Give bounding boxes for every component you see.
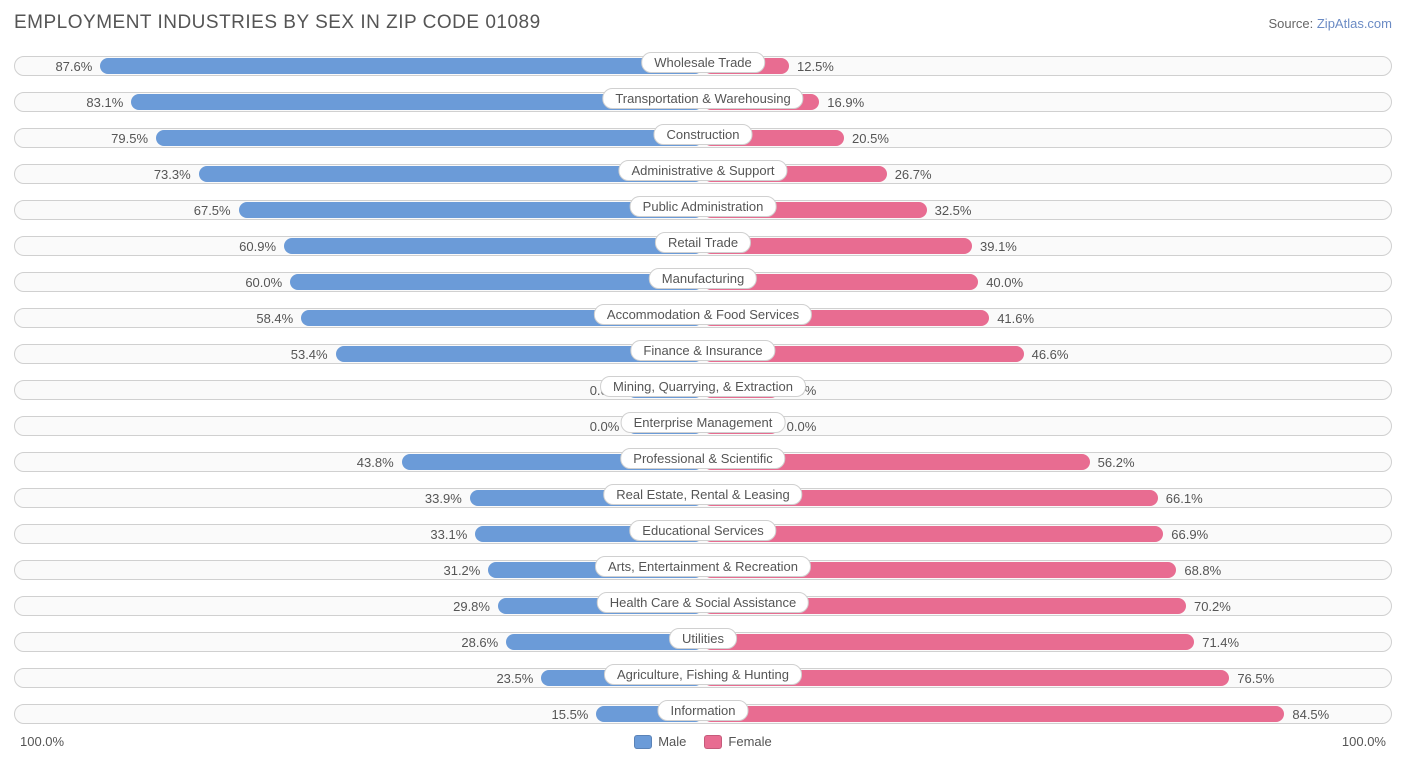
legend: Male Female xyxy=(634,734,772,749)
chart-title: EMPLOYMENT INDUSTRIES BY SEX IN ZIP CODE… xyxy=(14,12,541,34)
category-pill: Arts, Entertainment & Recreation xyxy=(595,556,811,577)
category-pill: Educational Services xyxy=(629,520,776,541)
category-pill: Utilities xyxy=(669,628,737,649)
axis-left-label: 100.0% xyxy=(20,734,64,749)
chart-row: 79.5% 20.5% Construction xyxy=(14,120,1392,154)
female-value-label: 12.5% xyxy=(797,57,834,75)
male-value-label: 60.0% xyxy=(245,273,282,291)
female-bar xyxy=(703,706,1284,722)
legend-item-male: Male xyxy=(634,734,686,749)
swatch-female-icon xyxy=(704,735,722,749)
male-bar xyxy=(156,130,703,146)
chart-row: 73.3% 26.7% Administrative & Support xyxy=(14,156,1392,190)
chart-row: 15.5% 84.5% Information xyxy=(14,696,1392,730)
chart-row: 31.2% 68.8% Arts, Entertainment & Recreati… xyxy=(14,552,1392,586)
category-pill: Mining, Quarrying, & Extraction xyxy=(600,376,806,397)
legend-label-female: Female xyxy=(728,734,771,749)
axis-right-label: 100.0% xyxy=(1342,734,1386,749)
category-pill: Retail Trade xyxy=(655,232,751,253)
chart-row: 28.6% 71.4% Utilities xyxy=(14,624,1392,658)
male-value-label: 33.1% xyxy=(430,525,467,543)
male-value-label: 0.0% xyxy=(590,417,620,435)
chart-row: 60.0% 40.0% Manufacturing xyxy=(14,264,1392,298)
chart-row: 53.4% 46.6% Finance & Insurance xyxy=(14,336,1392,370)
female-value-label: 68.8% xyxy=(1184,561,1221,579)
category-pill: Administrative & Support xyxy=(618,160,787,181)
female-value-label: 84.5% xyxy=(1292,705,1329,723)
chart-row: 33.9% 66.1% Real Estate, Rental & Leasing xyxy=(14,480,1392,514)
female-value-label: 71.4% xyxy=(1202,633,1239,651)
female-value-label: 76.5% xyxy=(1237,669,1274,687)
chart-row: 60.9% 39.1% Retail Trade xyxy=(14,228,1392,262)
chart-row: 23.5% 76.5% Agriculture, Fishing & Hunting xyxy=(14,660,1392,694)
source-link[interactable]: ZipAtlas.com xyxy=(1317,16,1392,31)
chart-area: 87.6% 12.5% Wholesale Trade 83.1% 16.9% Trans… xyxy=(14,48,1392,730)
male-value-label: 73.3% xyxy=(154,165,191,183)
category-pill: Health Care & Social Assistance xyxy=(597,592,809,613)
male-bar xyxy=(284,238,703,254)
category-pill: Real Estate, Rental & Leasing xyxy=(603,484,802,505)
female-value-label: 46.6% xyxy=(1032,345,1069,363)
category-pill: Information xyxy=(657,700,748,721)
female-bar xyxy=(703,634,1194,650)
female-value-label: 40.0% xyxy=(986,273,1023,291)
chart-row: 83.1% 16.9% Transportation & Warehousing xyxy=(14,84,1392,118)
male-value-label: 31.2% xyxy=(443,561,480,579)
chart-row: 0.0%0.0%Mining, Quarrying, & Extraction xyxy=(14,372,1392,406)
female-value-label: 70.2% xyxy=(1194,597,1231,615)
male-value-label: 60.9% xyxy=(239,237,276,255)
male-value-label: 23.5% xyxy=(496,669,533,687)
category-pill: Transportation & Warehousing xyxy=(602,88,803,109)
chart-row: 87.6% 12.5% Wholesale Trade xyxy=(14,48,1392,82)
female-value-label: 66.9% xyxy=(1171,525,1208,543)
legend-item-female: Female xyxy=(704,734,771,749)
male-value-label: 28.6% xyxy=(461,633,498,651)
female-value-label: 26.7% xyxy=(895,165,932,183)
female-value-label: 41.6% xyxy=(997,309,1034,327)
male-value-label: 79.5% xyxy=(111,129,148,147)
category-pill: Enterprise Management xyxy=(621,412,786,433)
male-value-label: 15.5% xyxy=(552,705,589,723)
category-pill: Professional & Scientific xyxy=(620,448,785,469)
female-value-label: 56.2% xyxy=(1098,453,1135,471)
female-value-label: 16.9% xyxy=(827,93,864,111)
legend-label-male: Male xyxy=(658,734,686,749)
male-value-label: 58.4% xyxy=(256,309,293,327)
category-pill: Accommodation & Food Services xyxy=(594,304,812,325)
male-value-label: 33.9% xyxy=(425,489,462,507)
chart-row: 58.4% 41.6% Accommodation & Food Services xyxy=(14,300,1392,334)
chart-row: 33.1% 66.9% Educational Services xyxy=(14,516,1392,550)
chart-source: Source: ZipAtlas.com xyxy=(1268,16,1392,31)
male-value-label: 67.5% xyxy=(194,201,231,219)
category-pill: Manufacturing xyxy=(649,268,757,289)
female-value-label: 66.1% xyxy=(1166,489,1203,507)
chart-header: EMPLOYMENT INDUSTRIES BY SEX IN ZIP CODE… xyxy=(14,12,1392,34)
female-value-label: 20.5% xyxy=(852,129,889,147)
female-value-label: 0.0% xyxy=(787,417,817,435)
category-pill: Agriculture, Fishing & Hunting xyxy=(604,664,802,685)
male-value-label: 43.8% xyxy=(357,453,394,471)
male-value-label: 83.1% xyxy=(86,93,123,111)
category-pill: Public Administration xyxy=(630,196,777,217)
swatch-male-icon xyxy=(634,735,652,749)
male-bar xyxy=(100,58,703,74)
female-value-label: 32.5% xyxy=(935,201,972,219)
category-pill: Finance & Insurance xyxy=(630,340,775,361)
male-value-label: 53.4% xyxy=(291,345,328,363)
chart-row: 29.8% 70.2% Health Care & Social Assistanc… xyxy=(14,588,1392,622)
category-pill: Construction xyxy=(654,124,753,145)
chart-footer: 100.0% Male Female 100.0% xyxy=(14,734,1392,749)
source-label: Source: xyxy=(1268,16,1316,31)
chart-row: 67.5% 32.5% Public Administration xyxy=(14,192,1392,226)
female-value-label: 39.1% xyxy=(980,237,1017,255)
chart-row: 43.8% 56.2% Professional & Scientific xyxy=(14,444,1392,478)
chart-row: 0.0% 0.0%Enterprise Management xyxy=(14,408,1392,442)
male-value-label: 29.8% xyxy=(453,597,490,615)
male-value-label: 87.6% xyxy=(55,57,92,75)
male-bar xyxy=(290,274,703,290)
category-pill: Wholesale Trade xyxy=(641,52,765,73)
